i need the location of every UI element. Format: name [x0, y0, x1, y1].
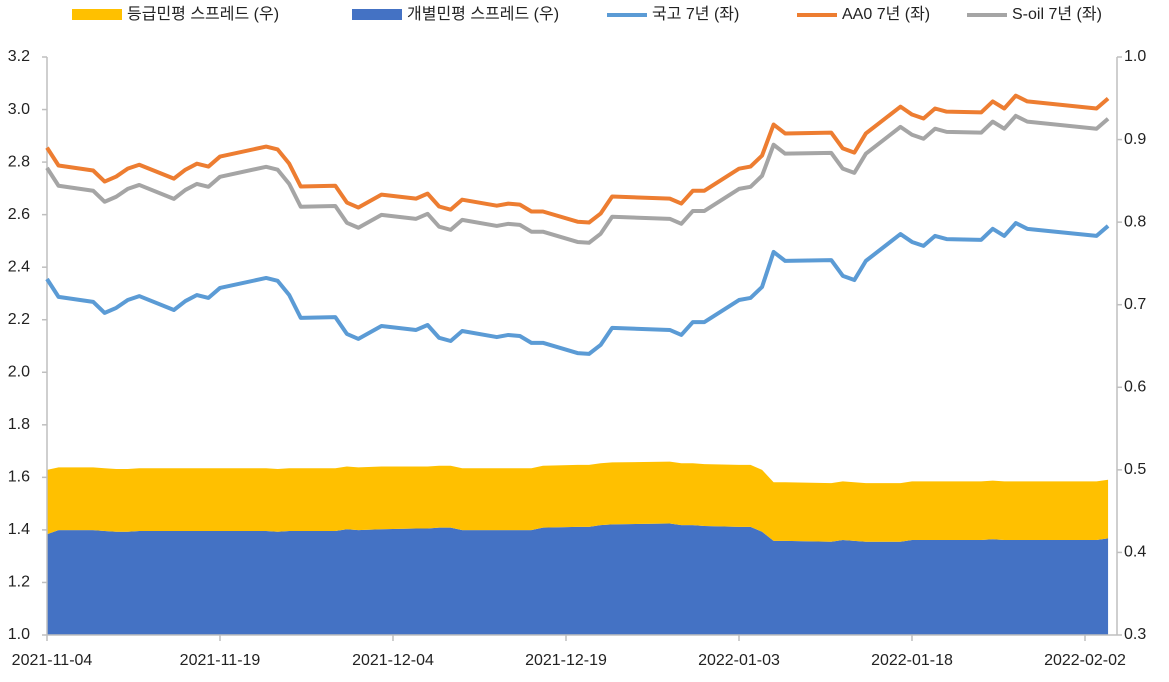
line: [45, 113, 1110, 245]
x-tick-label: 2021-12-04: [352, 652, 434, 669]
legend-label: 등급민평 스프레드 (우): [127, 5, 279, 23]
x-tick-label: 2022-01-03: [698, 652, 780, 669]
y2-tick-label: 1.0: [1124, 48, 1146, 65]
area: [47, 461, 1109, 542]
y-tick-label: 2.4: [8, 258, 30, 275]
x-tick-label: 2022-02-02: [1044, 652, 1126, 669]
line: [45, 221, 1110, 356]
y-tick-label: 2.6: [8, 206, 30, 223]
legend-label: 국고 7년 (좌): [652, 5, 739, 23]
legend-label: AA0 7년 (좌): [842, 5, 930, 23]
y-tick-label: 1.8: [8, 416, 30, 433]
y-tick-label: 1.4: [8, 521, 30, 538]
area: [47, 523, 1109, 635]
y-tick-label: 1.0: [8, 626, 30, 643]
y-tick-label: 2.2: [8, 311, 30, 328]
y2-tick-label: 0.8: [1124, 213, 1146, 230]
y-tick-label: 2.0: [8, 363, 30, 380]
x-tick-label: 2021-11-04: [12, 652, 93, 669]
y2-tick-label: 0.6: [1124, 379, 1146, 396]
legend: 등급민평 스프레드 (우) 개별민평 스프레드 (우) 국고 7년 (좌) AA0 7…: [72, 5, 1102, 23]
y2-tick-label: 0.5: [1124, 461, 1146, 478]
y-tick-label: 3.0: [8, 101, 30, 118]
legend-label: 개별민평 스프레드 (우): [407, 5, 559, 23]
legend-label: S-oil 7년 (좌): [1012, 5, 1102, 23]
legend-swatch: [72, 9, 122, 20]
y-tick-label: 1.6: [8, 469, 30, 486]
y2-tick-label: 0.9: [1124, 131, 1146, 148]
legend-swatch: [352, 9, 402, 20]
x-tick-label: 2022-01-18: [871, 652, 953, 669]
y2-tick-label: 0.3: [1124, 626, 1146, 643]
y2-tick-label: 0.7: [1124, 296, 1146, 313]
x-tick-label: 2021-12-19: [525, 652, 607, 669]
line: [45, 93, 1110, 225]
y2-tick-label: 0.4: [1124, 544, 1146, 561]
y-tick-label: 3.2: [8, 48, 30, 65]
x-tick-label: 2021-11-19: [180, 652, 261, 669]
y-tick-label: 2.8: [8, 153, 30, 170]
y-tick-label: 1.2: [8, 574, 30, 591]
